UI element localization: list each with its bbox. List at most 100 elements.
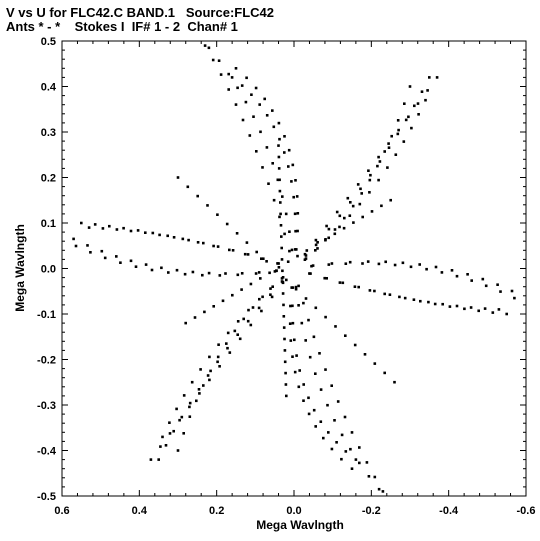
- y-axis-label: Mega Wavlngth: [13, 224, 27, 312]
- uv-point: [144, 263, 148, 266]
- uv-point: [470, 279, 473, 282]
- uv-point: [365, 461, 369, 464]
- uv-point: [230, 76, 234, 79]
- y-tick-label: -0.1: [37, 309, 56, 321]
- uv-point: [344, 450, 348, 453]
- uv-point: [330, 447, 334, 451]
- uv-point: [227, 72, 230, 76]
- uv-point: [397, 128, 400, 132]
- uv-point: [252, 115, 255, 118]
- uv-point: [278, 215, 281, 219]
- uv-point: [240, 272, 244, 275]
- uv-point: [175, 268, 179, 272]
- uv-point: [211, 58, 215, 62]
- uv-point: [241, 118, 245, 122]
- uv-point: [234, 67, 238, 70]
- uv-point: [386, 166, 389, 169]
- uv-point: [136, 229, 140, 232]
- uv-point: [257, 306, 261, 310]
- uv-point: [377, 155, 380, 159]
- uv-point: [373, 362, 377, 365]
- uv-point: [455, 274, 459, 278]
- uv-point: [497, 308, 501, 311]
- uv-point: [333, 232, 337, 236]
- uv-point: [340, 433, 344, 437]
- uv-point: [283, 151, 286, 154]
- uv-point: [245, 76, 248, 80]
- uv-point: [341, 281, 345, 285]
- uv-point: [208, 355, 211, 359]
- uv-point: [277, 155, 281, 159]
- uv-point: [463, 307, 466, 311]
- uv-point: [373, 289, 376, 293]
- uv-point: [188, 401, 192, 405]
- uv-point: [89, 251, 92, 254]
- uv-point: [359, 187, 362, 191]
- uv-point: [350, 431, 354, 434]
- uv-point: [196, 241, 200, 244]
- uv-point: [312, 408, 316, 412]
- uv-point: [172, 429, 175, 433]
- uv-point: [327, 227, 331, 231]
- uv-point: [277, 266, 281, 269]
- uv-point: [369, 173, 372, 177]
- uv-point: [168, 421, 171, 424]
- uv-point: [207, 46, 211, 50]
- uv-point: [361, 262, 364, 265]
- uv-point: [268, 271, 271, 275]
- uv-point: [257, 271, 261, 274]
- uv-point: [248, 134, 252, 137]
- uv-point: [387, 146, 391, 149]
- uv-point: [278, 178, 281, 182]
- uv-point: [316, 247, 319, 250]
- uv-point: [427, 300, 430, 304]
- uv-point: [314, 306, 318, 310]
- uv-point: [202, 241, 205, 245]
- uv-point: [291, 355, 294, 358]
- y-tick-label: -0.2: [37, 355, 56, 367]
- uv-point: [409, 265, 413, 269]
- uv-point: [281, 269, 284, 273]
- uv-point: [394, 153, 398, 156]
- uv-point: [418, 263, 421, 266]
- uv-point: [188, 405, 191, 409]
- uv-point: [225, 222, 229, 226]
- uv-point: [245, 241, 249, 244]
- axis-ticks: 0.6 0.4 0.2 0.0 -0.2 -0.4 -0.6 0.5 0.4 0.3 0.2 0.1 0…: [37, 36, 535, 517]
- uv-point: [258, 297, 261, 301]
- uv-point: [393, 380, 396, 384]
- uv-point: [255, 150, 258, 153]
- uv-point: [417, 113, 420, 116]
- uv-point: [216, 245, 220, 248]
- uv-point: [279, 201, 282, 204]
- uv-point: [216, 213, 219, 216]
- x-tick-label: 0.0: [286, 505, 301, 517]
- uv-point: [383, 371, 386, 375]
- uv-point: [242, 317, 245, 321]
- uv-point: [358, 461, 361, 465]
- uv-points: [72, 44, 516, 493]
- uv-point: [235, 232, 239, 235]
- uv-point: [483, 307, 487, 310]
- uv-point: [161, 435, 164, 439]
- uv-point: [255, 250, 258, 254]
- uv-point: [307, 396, 310, 400]
- uv-point: [86, 244, 89, 247]
- x-tick-label: 0.2: [209, 505, 224, 517]
- uv-point: [368, 289, 372, 292]
- uv-point: [284, 371, 287, 375]
- uv-point: [228, 351, 232, 354]
- uv-point: [164, 444, 168, 447]
- uv-point: [358, 202, 362, 206]
- y-tick-label: -0.3: [37, 400, 56, 412]
- uv-point: [100, 249, 104, 253]
- uv-point: [324, 368, 327, 371]
- uv-point: [368, 178, 372, 182]
- uv-point: [491, 311, 495, 314]
- uv-point: [383, 292, 386, 296]
- uv-point: [307, 318, 310, 322]
- uv-point: [367, 169, 370, 172]
- uv-point: [302, 383, 305, 386]
- uv-point: [254, 272, 258, 275]
- uv-point: [218, 365, 221, 368]
